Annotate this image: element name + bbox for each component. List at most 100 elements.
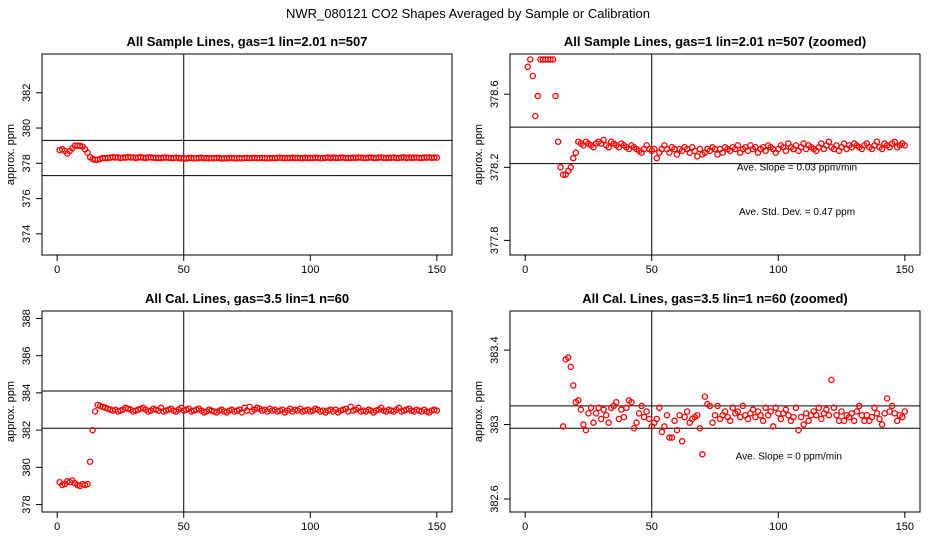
data-point <box>645 415 653 423</box>
annotation-text: Ave. Slope = 0.03 ppm/min <box>737 163 857 174</box>
data-point <box>91 408 99 415</box>
data-point <box>838 408 845 415</box>
panel-title: All Sample Lines, gas=1 lin=2.01 n=507 <box>127 34 368 49</box>
data-point <box>600 136 607 144</box>
data-point <box>547 56 554 63</box>
x-tick-label: 100 <box>301 521 319 533</box>
data-point <box>666 434 673 441</box>
data-point <box>873 138 881 145</box>
panels-container: All Sample Lines, gas=1 lin=2.01 n=507 0 5… <box>5 34 921 533</box>
data-point <box>84 480 91 488</box>
data-point <box>638 402 645 410</box>
data-point <box>840 417 848 425</box>
y-tick-label: 376 <box>21 189 33 207</box>
data-point <box>701 393 709 400</box>
data-point <box>696 424 704 432</box>
plot-frame <box>509 53 921 256</box>
data-point <box>681 413 688 421</box>
data-point <box>825 411 833 419</box>
data-point <box>433 154 441 161</box>
data-point <box>856 402 863 410</box>
data-point <box>815 404 823 412</box>
y-tick-label: 378.6 <box>489 80 501 108</box>
data-point <box>888 402 896 410</box>
data-point <box>431 154 438 161</box>
panel-title: All Cal. Lines, gas=3.5 lin=1 n=60 <box>145 291 349 306</box>
data-point <box>600 406 607 413</box>
chart-panel-3: All Cal. Lines, gas=3.5 lin=1 n=60 0 50 100… <box>5 291 453 533</box>
x-tick-label: 100 <box>769 521 787 533</box>
data-point <box>549 56 557 63</box>
data-point <box>694 411 701 419</box>
data-point <box>570 154 577 162</box>
panel-title: All Cal. Lines, gas=3.5 lin=1 n=60 (zoom… <box>582 291 848 306</box>
x-tick-label: 50 <box>646 521 658 533</box>
data-point <box>818 415 825 423</box>
y-tick-label: 380 <box>21 458 33 476</box>
data-point <box>567 363 574 371</box>
data-point <box>613 398 620 406</box>
data-point <box>89 426 96 434</box>
x-tick-label: 150 <box>428 264 446 276</box>
data-point <box>567 164 574 171</box>
data-point <box>769 423 777 430</box>
data-point <box>878 421 886 428</box>
data-point <box>651 145 658 153</box>
data-point <box>800 421 807 428</box>
data-point <box>757 411 764 419</box>
data-point <box>876 415 883 423</box>
data-point <box>825 138 833 145</box>
plot-frame <box>41 310 453 513</box>
data-point <box>661 423 668 430</box>
data-point <box>767 408 774 415</box>
chart-panel-4: All Cal. Lines, gas=3.5 lin=1 n=60 (zoom… <box>473 291 921 533</box>
data-point <box>782 147 790 155</box>
chart-panel-2: All Sample Lines, gas=1 lin=2.01 n=507 (… <box>473 34 921 276</box>
data-point <box>526 56 534 63</box>
data-point <box>666 149 673 156</box>
data-point <box>246 403 253 411</box>
data-point <box>744 415 752 423</box>
panel-title: All Sample Lines, gas=1 lin=2.01 n=507 (… <box>564 34 866 49</box>
x-tick-label: 50 <box>178 521 190 533</box>
annotation-text: Ave. Std. Dev. = 0.47 ppm <box>739 207 855 218</box>
y-tick-label: 378 <box>21 495 33 513</box>
data-point <box>653 415 661 423</box>
x-tick-label: 150 <box>896 264 914 276</box>
data-point <box>696 145 704 153</box>
data-point <box>719 149 726 156</box>
data-point <box>529 72 537 80</box>
data-point <box>734 408 742 415</box>
data-point <box>630 424 638 432</box>
data-point <box>564 354 572 361</box>
y-tick-label: 377.8 <box>489 227 501 255</box>
data-point <box>739 402 747 410</box>
x-tick-label: 0 <box>54 264 60 276</box>
data-point <box>734 142 742 149</box>
y-tick-label: 383.4 <box>489 336 501 364</box>
data-point <box>668 434 676 441</box>
x-tick-label: 0 <box>54 521 60 533</box>
data-point <box>792 404 800 412</box>
data-point <box>833 411 840 419</box>
y-tick-label: 388 <box>21 309 33 327</box>
y-tick-label: 378 <box>21 154 33 172</box>
data-point <box>711 411 719 419</box>
data-point <box>683 408 691 415</box>
data-point <box>729 404 736 412</box>
chart-panel-1: All Sample Lines, gas=1 lin=2.01 n=507 0 5… <box>5 34 453 276</box>
data-point <box>552 92 559 100</box>
x-tick-label: 0 <box>522 521 528 533</box>
data-point <box>628 398 635 406</box>
data-point <box>853 408 860 415</box>
x-tick-label: 150 <box>896 521 914 533</box>
data-point <box>663 411 671 419</box>
data-point <box>643 408 650 415</box>
x-tick-label: 50 <box>178 264 190 276</box>
y-tick-label: 383 <box>489 415 501 433</box>
data-point <box>620 413 628 421</box>
data-point <box>554 138 562 145</box>
data-point <box>878 145 886 153</box>
data-point <box>532 112 539 120</box>
